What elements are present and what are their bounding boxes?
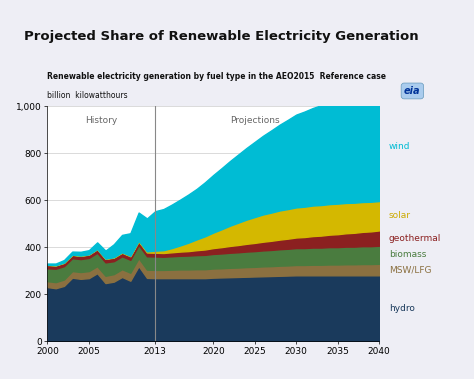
Text: biomass: biomass — [389, 250, 426, 259]
Text: hydro: hydro — [389, 304, 415, 313]
Text: Projections: Projections — [230, 116, 280, 125]
Text: Projected Share of Renewable Electricity Generation: Projected Share of Renewable Electricity… — [24, 30, 419, 43]
Text: geothermal: geothermal — [389, 233, 441, 243]
Text: wind: wind — [389, 142, 410, 151]
Text: billion  kilowatthours: billion kilowatthours — [47, 91, 128, 100]
Text: eia: eia — [404, 86, 421, 96]
Text: MSW/LFG: MSW/LFG — [389, 265, 431, 274]
Text: solar: solar — [389, 211, 410, 220]
Text: Renewable electricity generation by fuel type in the AEO2015  Reference case: Renewable electricity generation by fuel… — [47, 72, 386, 81]
Text: History: History — [85, 116, 118, 125]
